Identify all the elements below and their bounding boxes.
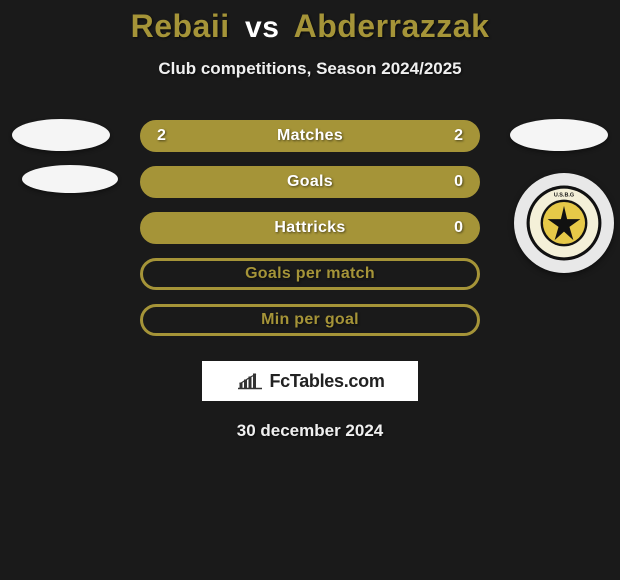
stat-left-value: 2 [157,127,166,145]
stat-bar-min-per-goal: Min per goal [140,304,480,336]
stat-row: Goals 0 [0,165,620,199]
stat-row: Min per goal [0,303,620,337]
stat-label: Hattricks [274,219,345,237]
stat-label: Min per goal [261,311,359,329]
snapshot-date: 30 december 2024 [0,421,620,441]
stat-label: Matches [277,127,343,145]
stat-row: Hattricks 0 [0,211,620,245]
stat-label: Goals [287,173,333,191]
title-vs: vs [245,11,279,44]
stat-row: Goals per match [0,257,620,291]
season-subtitle: Club competitions, Season 2024/2025 [0,59,620,79]
stat-label: Goals per match [245,265,375,283]
comparison-title: Rebaii vs Abderrazzak [0,0,620,45]
stat-right-value: 0 [454,173,463,191]
fctables-logo: FcTables.com [202,361,418,401]
stat-right-value: 0 [454,219,463,237]
stat-right-value: 2 [454,127,463,145]
logo-text: FcTables.com [269,371,384,392]
stat-bar-hattricks: Hattricks 0 [140,212,480,244]
player1-name: Rebaii [131,8,230,44]
stat-bar-matches: 2 Matches 2 [140,120,480,152]
player2-name: Abderrazzak [294,8,490,44]
stat-row: 2 Matches 2 [0,119,620,153]
stat-bar-goals-per-match: Goals per match [140,258,480,290]
stats-container: U.S.B.G 2 Matches 2 Goals 0 Hattricks 0 … [0,119,620,337]
stat-bar-goals: Goals 0 [140,166,480,198]
bar-chart-icon [235,370,265,392]
